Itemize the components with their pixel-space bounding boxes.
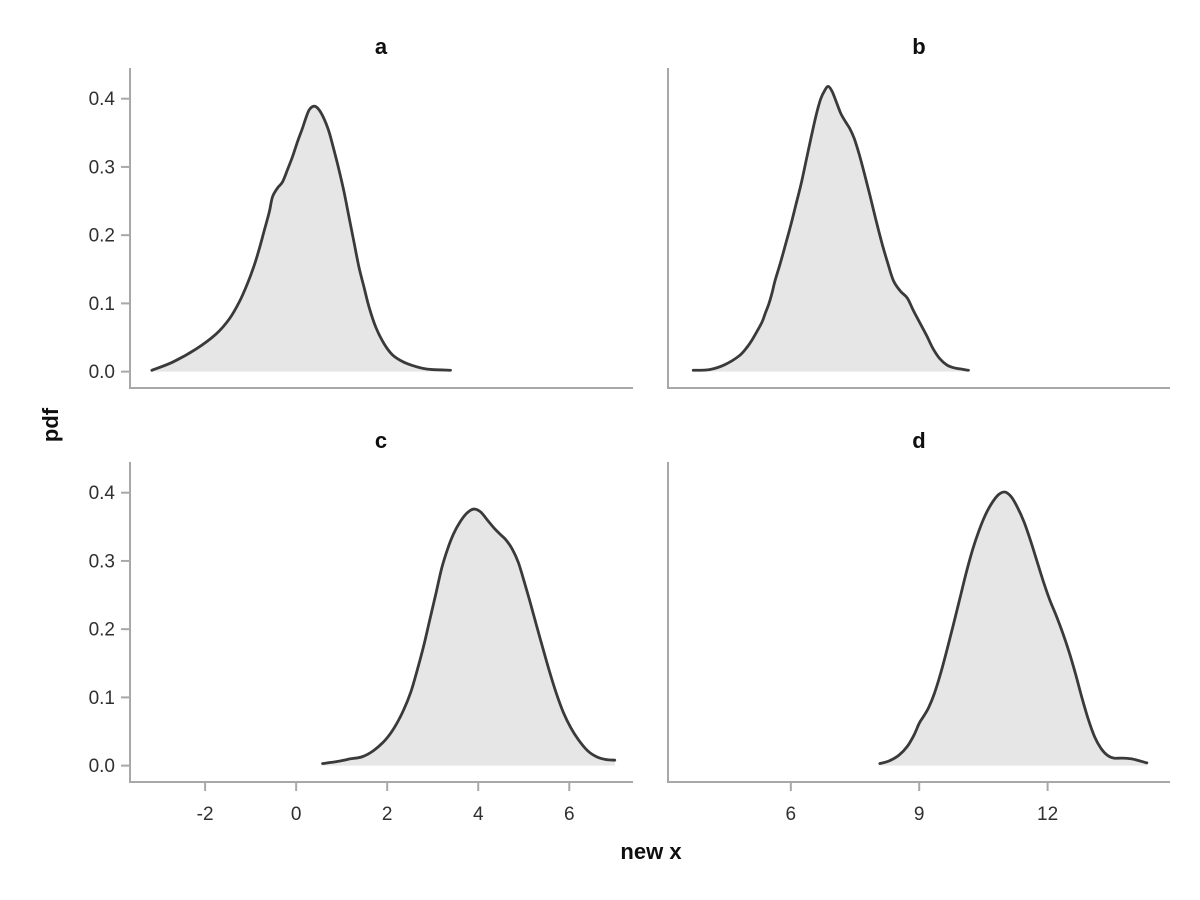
x-tick-label: 6 <box>786 804 797 825</box>
x-tick-label: 9 <box>914 804 925 825</box>
x-tick-label: 2 <box>382 804 393 825</box>
kde-curve-b <box>691 84 970 372</box>
x-tick-label: -2 <box>197 804 214 825</box>
y-tick-label: 0.3 <box>89 157 115 178</box>
kde-curve-d <box>878 490 1149 765</box>
kde-area-a <box>151 106 451 372</box>
kde-curve-a <box>150 104 452 372</box>
x-tick-label: 6 <box>564 804 575 825</box>
y-tick-label: 0.4 <box>89 89 116 110</box>
x-tick-label: 12 <box>1037 804 1058 825</box>
x-tick-label: 4 <box>473 804 484 825</box>
y-tick-label: 0.4 <box>89 483 116 504</box>
panel-title-c: c <box>374 428 388 453</box>
y-axis-label: pdf <box>38 407 63 443</box>
y-tick-label: 0.1 <box>89 294 115 315</box>
y-tick-label: 0.0 <box>89 756 115 777</box>
y-tick-label: 0.1 <box>89 688 115 709</box>
panel-title-a: a <box>374 34 388 59</box>
kde-area-c <box>322 509 615 766</box>
kde-area-b <box>693 86 969 372</box>
panel-title-d: d <box>912 428 926 453</box>
y-tick-label: 0.3 <box>89 551 115 572</box>
kde-area-d <box>879 491 1147 766</box>
y-tick-label: 0.2 <box>89 620 115 641</box>
panel-title-b: b <box>912 34 926 59</box>
y-tick-label: 0.0 <box>89 362 115 383</box>
kde-curve-c <box>321 507 617 765</box>
x-tick-label: 0 <box>291 804 302 825</box>
x-axis-label: new x <box>620 839 682 864</box>
y-tick-label: 0.2 <box>89 226 115 247</box>
